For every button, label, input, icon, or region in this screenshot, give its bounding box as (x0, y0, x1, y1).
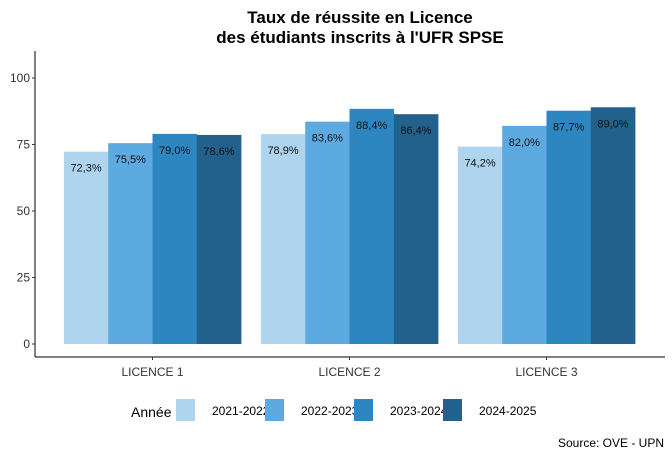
bar (590, 107, 636, 344)
bar (63, 151, 109, 344)
y-axis: 0 25 50 75 100 (10, 51, 36, 357)
y-tick-label: 75 (17, 138, 31, 152)
bar-value-label: 75,5% (115, 154, 146, 166)
legend-swatch (265, 399, 284, 421)
chart-caption: Source: OVE - UPN (558, 436, 664, 450)
bar (349, 108, 395, 344)
bar-value-label: 78,6% (203, 146, 234, 158)
bar-value-label: 79,0% (159, 145, 190, 157)
legend-label: 2023-2024 (390, 404, 448, 418)
x-tick-label: LICENCE 1 (121, 365, 183, 379)
y-tick-label: 100 (10, 71, 30, 85)
bar-value-label: 83,6% (312, 133, 343, 145)
x-tick-label: LICENCE 3 (515, 365, 577, 379)
bar-value-label: 87,7% (553, 122, 584, 134)
legend-title: Année (131, 404, 172, 420)
x-tick-label: LICENCE 2 (318, 365, 380, 379)
legend-swatch (354, 399, 373, 421)
bar-value-label: 78,9% (267, 145, 298, 157)
bar (457, 146, 503, 344)
bar-value-label: 74,2% (464, 158, 495, 170)
bar-value-label: 89,0% (597, 118, 628, 130)
bar (108, 143, 153, 344)
bar (196, 134, 242, 344)
bar-value-label: 88,4% (356, 120, 387, 132)
chart-title-line-2: des étudiants inscrits à l'UFR SPSE (216, 28, 503, 47)
bar-value-label: 86,4% (400, 125, 431, 137)
bar (546, 110, 592, 344)
bar-value-label: 72,3% (70, 163, 101, 175)
bar (260, 134, 306, 344)
chart-title-line-1: Taux de réussite en Licence (247, 8, 473, 27)
legend-swatch (443, 399, 462, 421)
bar (502, 125, 547, 344)
y-tick-label: 25 (17, 271, 31, 285)
bar (305, 121, 350, 345)
y-tick-label: 0 (23, 337, 30, 351)
bar (152, 133, 198, 344)
legend-swatch (176, 399, 195, 421)
bar-value-label: 82,0% (509, 137, 540, 149)
x-axis: LICENCE 1 LICENCE 2 LICENCE 3 (35, 356, 665, 379)
legend-label: 2021-2022 (212, 404, 270, 418)
legend-label: 2022-2023 (301, 404, 359, 418)
bar (393, 114, 439, 345)
y-tick-label: 50 (17, 204, 31, 218)
legend-label: 2024-2025 (479, 404, 537, 418)
bars: 72,3% 75,5% 79,0% 78,6% 78,9% 83,6% 88,4% 86,4%… (63, 107, 636, 345)
legend: Année 2021-2022 2022-2023 2023-2024 2024-202… (131, 399, 537, 421)
